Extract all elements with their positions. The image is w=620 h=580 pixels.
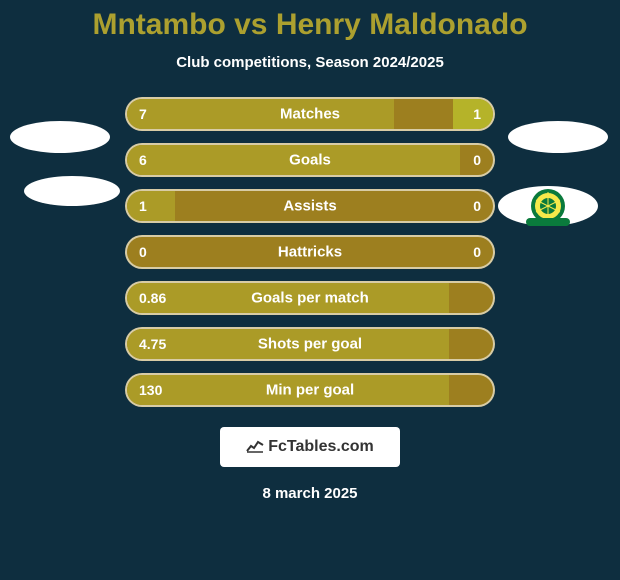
- stat-label: Goals: [289, 152, 331, 169]
- stat-label: Shots per goal: [258, 336, 362, 353]
- stat-label: Min per goal: [266, 382, 354, 399]
- stat-row: 0 0 Hattricks: [125, 235, 495, 269]
- stat-label: Hattricks: [278, 244, 342, 261]
- stat-value-left: 7: [139, 106, 147, 122]
- stat-value-right: 0: [473, 244, 481, 260]
- stat-fill-left: [127, 191, 175, 221]
- stat-row: 6 0 Goals: [125, 143, 495, 177]
- comparison-card: Mntambo vs Henry Maldonado Club competit…: [0, 0, 620, 580]
- brand-logo: FcTables.com: [220, 427, 400, 467]
- stat-value-left: 1: [139, 198, 147, 214]
- brand-text: FcTables.com: [268, 438, 374, 456]
- stat-value-right: 0: [473, 198, 481, 214]
- stat-row: 0.86 Goals per match: [125, 281, 495, 315]
- stat-bars: 7 1 Matches 6 0 Goals 1 0 Assists 0 0 Hattricks 0.86…: [125, 97, 495, 407]
- stat-value-left: 0: [139, 244, 147, 260]
- stat-value-left: 130: [139, 382, 162, 398]
- stat-row: 130 Min per goal: [125, 373, 495, 407]
- badge-right-player: [508, 118, 608, 156]
- date-text: 8 march 2025: [0, 485, 620, 502]
- badge-left-club: [22, 172, 122, 210]
- page-subtitle: Club competitions, Season 2024/2025: [0, 54, 620, 71]
- stat-label: Goals per match: [251, 290, 369, 307]
- stat-value-left: 4.75: [139, 336, 166, 352]
- stat-value-right: 0: [473, 152, 481, 168]
- stat-fill-left: [127, 99, 394, 129]
- chart-icon: [246, 439, 264, 456]
- stat-value-right: 1: [473, 106, 481, 122]
- stat-value-left: 6: [139, 152, 147, 168]
- stat-row: 1 0 Assists: [125, 189, 495, 223]
- page-title: Mntambo vs Henry Maldonado: [0, 8, 620, 42]
- badge-left-player: [10, 118, 110, 156]
- stat-label: Matches: [280, 106, 340, 123]
- stat-row: 4.75 Shots per goal: [125, 327, 495, 361]
- stat-row: 7 1 Matches: [125, 97, 495, 131]
- stat-value-left: 0.86: [139, 290, 166, 306]
- badge-right-club: [498, 178, 598, 234]
- stat-label: Assists: [283, 198, 336, 215]
